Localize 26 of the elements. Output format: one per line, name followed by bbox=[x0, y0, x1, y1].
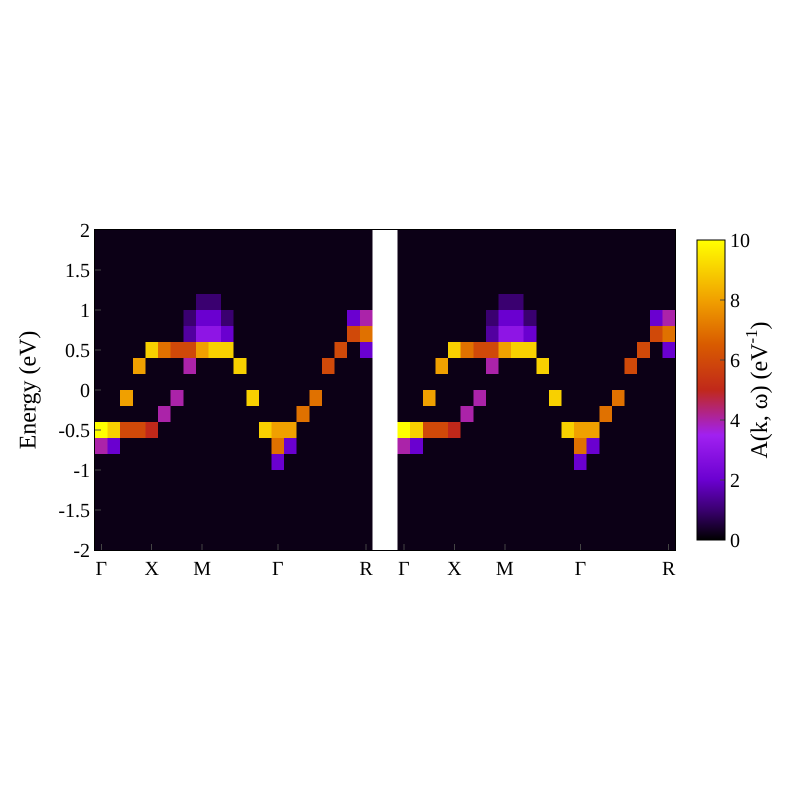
y-tick-label: -0.5 bbox=[58, 420, 90, 442]
y-tick-label: 0.5 bbox=[65, 340, 90, 362]
y-tick-label: 1 bbox=[80, 300, 90, 322]
y-tick-label: -2 bbox=[73, 540, 90, 562]
x-tick-label: Γ bbox=[574, 558, 586, 580]
y-tick-label: -1.5 bbox=[58, 500, 90, 522]
y-tick-label: 1.5 bbox=[65, 260, 90, 282]
color-bar-label: 10 bbox=[730, 230, 750, 252]
x-tick-label: R bbox=[359, 558, 374, 580]
color-bar-label: 6 bbox=[730, 350, 740, 372]
color-bar-label: 2 bbox=[730, 470, 740, 492]
x-tick-label: X bbox=[144, 558, 160, 580]
x-tick-label: X bbox=[447, 558, 462, 580]
x-tick-label: R bbox=[662, 558, 676, 580]
y-tick-label: 0 bbox=[80, 380, 90, 402]
x-tick-label: Γ bbox=[96, 558, 108, 580]
x-tick-label: M bbox=[496, 558, 514, 580]
y-tick-label: 2 bbox=[80, 220, 90, 242]
color-bar-label: 4 bbox=[730, 410, 740, 432]
x-tick-label: M bbox=[193, 558, 212, 580]
y-tick-label: -1 bbox=[73, 460, 90, 482]
color-bar-label: 0 bbox=[730, 530, 740, 552]
y-axis-title: Energy (eV) bbox=[15, 330, 42, 450]
x-tick-label: Γ bbox=[272, 558, 284, 580]
color-bar-label: 8 bbox=[730, 290, 740, 312]
x-tick-label: Γ bbox=[398, 558, 410, 580]
